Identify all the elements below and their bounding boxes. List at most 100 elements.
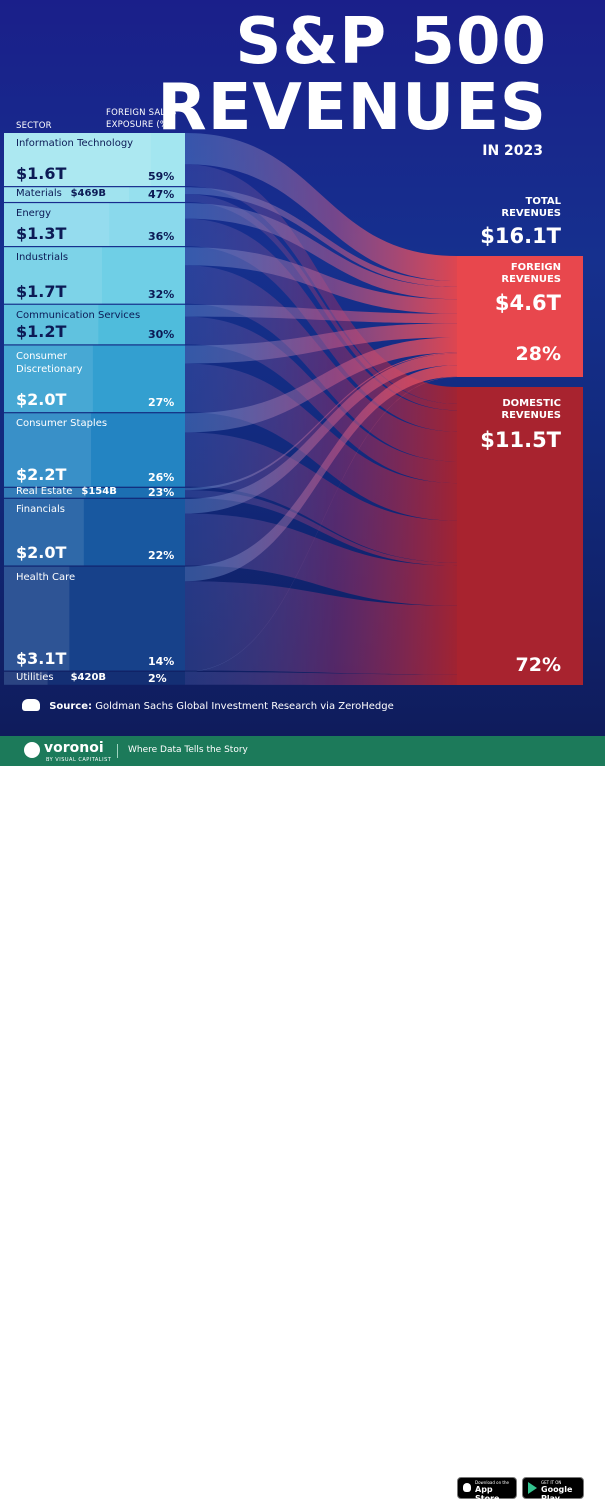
sector-bar [4, 487, 185, 498]
brand-name[interactable]: voronoi [44, 740, 104, 756]
sector-name: Industrials [16, 252, 69, 264]
foreign-flow [185, 376, 457, 673]
domestic-node [457, 387, 583, 685]
domestic-flow [185, 218, 457, 432]
source-line: Source: Goldman Sachs Global Investment … [22, 699, 394, 712]
foreign-share-tint [4, 487, 86, 498]
total-label-1: TOTAL [525, 196, 561, 207]
foreign-share-tint [4, 203, 110, 247]
domestic-flow [185, 581, 457, 675]
foreign-flow [185, 187, 457, 287]
apple-icon [463, 1483, 471, 1492]
foreign-flow [185, 203, 457, 300]
sector-name: Financials [16, 503, 65, 515]
sector-revenue: $1.3T [16, 224, 67, 243]
foreign-flow [185, 304, 457, 324]
header-foreign-line1: FOREIGN SALES [106, 108, 177, 118]
sector-revenue: $2.2T [16, 464, 67, 484]
foreign-share-tint [4, 498, 84, 566]
sector-name: Materials [16, 188, 62, 200]
sector-name: Health Care [16, 571, 76, 583]
foreign-node [457, 256, 583, 377]
sector-revenue: $420B [70, 671, 107, 683]
header-sector: SECTOR [16, 121, 52, 131]
sector-revenue: $3.1T [16, 648, 67, 668]
domestic-label-1: DOMESTIC [502, 398, 561, 409]
sector-revenue: $154B [81, 486, 117, 498]
source-text: Goldman Sachs Global Investment Research… [95, 701, 394, 712]
sector-name: Consumer Discretionary [16, 350, 83, 375]
sector-bar [4, 498, 185, 566]
footer-bar: voronoi BY VISUAL CAPITALIST Where Data … [0, 736, 605, 1503]
header-foreign-line2: EXPOSURE (%) [106, 120, 172, 130]
domestic-flow [185, 672, 457, 685]
domestic-label-2: REVENUES [501, 410, 561, 421]
foreign-pct: 28% [515, 343, 561, 365]
chart-card: S&P 500 REVENUES IN 2023 SECTOR FOREIGN … [0, 0, 605, 736]
tagline: Where Data Tells the Story [128, 745, 248, 755]
app-store-button[interactable]: Download on the App Store [457, 1477, 517, 1503]
foreign-flow [185, 133, 457, 282]
sector-foreign-pct: 47% [148, 188, 175, 202]
sector-revenue: $469B [70, 188, 107, 200]
title-sub: IN 2023 [482, 143, 543, 159]
foreign-label-2: REVENUES [501, 274, 561, 285]
sector-bar [4, 304, 185, 345]
foreign-label-1: FOREIGN [510, 262, 561, 273]
google-play-label: Google Play [541, 1485, 573, 1503]
sector-bar [4, 203, 185, 247]
domestic-value: $11.5T [480, 428, 561, 452]
sector-bar [4, 187, 185, 202]
foreign-flow [185, 247, 457, 314]
sector-foreign-pct: 32% [148, 287, 175, 301]
sector-revenue: $1.6T [16, 164, 67, 184]
title-line2: REVENUES [157, 71, 547, 145]
foreign-share-tint [4, 187, 130, 202]
domestic-flow [185, 490, 457, 566]
footer-divider [117, 744, 118, 758]
sector-bar [4, 247, 185, 304]
sector-bar [4, 413, 185, 487]
source-label: Source: [49, 701, 93, 712]
sector-revenue: $1.7T [16, 281, 67, 301]
foreign-share-tint [4, 413, 92, 487]
brand-sub: BY VISUAL CAPITALIST [46, 757, 112, 763]
sector-foreign-pct: 27% [148, 396, 175, 410]
foreign-flow [185, 365, 457, 582]
total-value: $16.1T [480, 224, 561, 248]
sector-name: Utilities [16, 671, 54, 683]
sector-foreign-pct: 59% [148, 170, 175, 184]
sector-foreign-pct: 23% [148, 486, 175, 500]
foreign-share-tint [4, 304, 99, 345]
foreign-flow [185, 323, 457, 364]
foreign-flow [185, 337, 457, 433]
foreign-share-tint [4, 566, 70, 671]
sankey-chart [4, 133, 583, 685]
domestic-flow [185, 513, 457, 606]
sector-name: Energy [16, 208, 52, 220]
google-play-button[interactable]: GET IT ON Google Play [522, 1477, 584, 1503]
foreign-share-tint [4, 345, 93, 413]
sector-bar [4, 671, 185, 685]
domestic-flow [185, 432, 457, 563]
domestic-pct: 72% [515, 654, 561, 676]
sector-foreign-pct: 22% [148, 549, 175, 563]
sector-revenue: $2.0T [16, 390, 67, 410]
foreign-share-tint [4, 247, 102, 304]
sector-bar [4, 566, 185, 671]
sector-foreign-pct: 14% [148, 654, 175, 668]
sector-foreign-pct: 26% [148, 470, 175, 484]
sector-revenue: $1.2T [16, 322, 67, 342]
foreign-value: $4.6T [494, 291, 561, 315]
sector-name: Information Technology [16, 138, 134, 149]
source-icon [22, 699, 40, 711]
foreign-share-tint [4, 133, 151, 187]
sector-name: Consumer Staples [16, 418, 108, 430]
foreign-share-tint [4, 671, 48, 685]
domestic-flow [185, 194, 457, 411]
foreign-flow [185, 352, 457, 491]
sector-bar [4, 345, 185, 413]
total-label-2: REVENUES [501, 208, 561, 219]
domestic-flow [185, 363, 457, 521]
